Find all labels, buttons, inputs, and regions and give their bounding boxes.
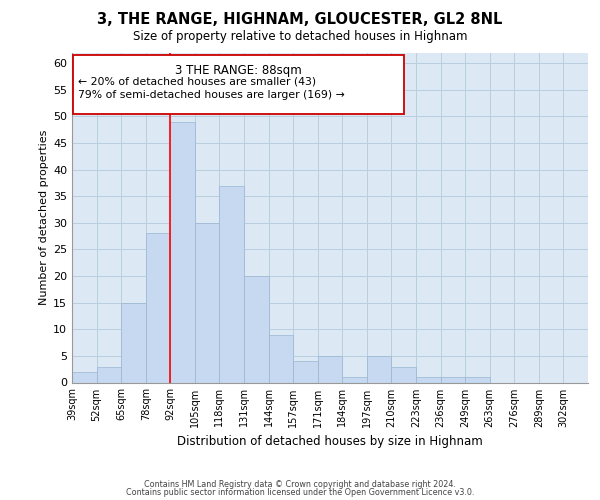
- Text: Size of property relative to detached houses in Highnam: Size of property relative to detached ho…: [133, 30, 467, 43]
- Text: 79% of semi-detached houses are larger (169) →: 79% of semi-detached houses are larger (…: [78, 90, 345, 100]
- Bar: [269, 334, 293, 382]
- Bar: [293, 361, 318, 382]
- FancyBboxPatch shape: [73, 55, 404, 114]
- Text: 3 THE RANGE: 88sqm: 3 THE RANGE: 88sqm: [175, 64, 302, 77]
- Bar: [244, 276, 269, 382]
- Bar: [391, 366, 416, 382]
- Bar: [121, 302, 146, 382]
- Bar: [97, 366, 121, 382]
- Y-axis label: Number of detached properties: Number of detached properties: [39, 130, 49, 305]
- Bar: [440, 377, 465, 382]
- Text: 3, THE RANGE, HIGHNAM, GLOUCESTER, GL2 8NL: 3, THE RANGE, HIGHNAM, GLOUCESTER, GL2 8…: [97, 12, 503, 28]
- Text: Contains public sector information licensed under the Open Government Licence v3: Contains public sector information licen…: [126, 488, 474, 497]
- Bar: [146, 234, 170, 382]
- Bar: [170, 122, 195, 382]
- Bar: [72, 372, 97, 382]
- Bar: [220, 186, 244, 382]
- Bar: [195, 223, 220, 382]
- Text: ← 20% of detached houses are smaller (43): ← 20% of detached houses are smaller (43…: [78, 76, 316, 86]
- X-axis label: Distribution of detached houses by size in Highnam: Distribution of detached houses by size …: [177, 435, 483, 448]
- Bar: [342, 377, 367, 382]
- Text: Contains HM Land Registry data © Crown copyright and database right 2024.: Contains HM Land Registry data © Crown c…: [144, 480, 456, 489]
- Bar: [318, 356, 342, 382]
- Bar: [367, 356, 391, 382]
- Bar: [416, 377, 440, 382]
- Bar: [465, 377, 490, 382]
